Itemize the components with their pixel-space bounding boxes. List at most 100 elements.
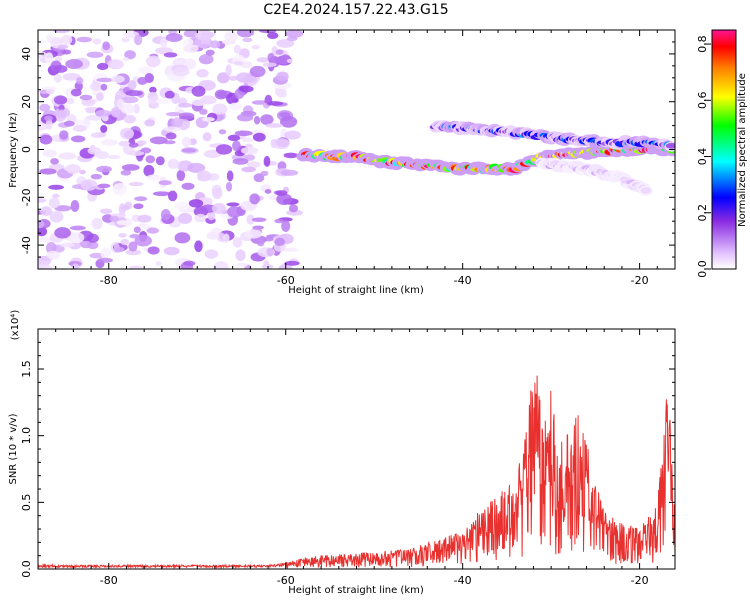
heatmap-noise-cell [70, 88, 82, 97]
y-tick-label: 1.0 [20, 427, 33, 445]
heatmap-noise-cell [281, 220, 291, 232]
heatmap-noise-cell [39, 168, 57, 175]
heatmap-noise-cell [128, 241, 138, 252]
heatmap-noise-cell [90, 173, 103, 180]
heatmap-noise-cell [113, 246, 125, 253]
heatmap-noise-cell [257, 239, 265, 247]
heatmap-noise-cell [148, 95, 161, 108]
heatmap-noise-cell [91, 217, 103, 230]
heatmap-noise-cell [48, 184, 65, 190]
heatmap-noise-cell [217, 72, 230, 84]
heatmap-noise-cell [100, 83, 108, 91]
heatmap-noise-cell [213, 261, 229, 269]
heatmap-noise-cell [194, 240, 203, 253]
heatmap-noise-cell [281, 247, 299, 252]
heatmap-noise-cell [183, 30, 199, 38]
snr-series-line [38, 375, 675, 569]
heatmap-noise-cell [260, 114, 274, 125]
heatmap-noise-cell [45, 118, 53, 130]
heatmap-noise-cell [249, 65, 266, 78]
heatmap-noise-cell [187, 162, 206, 173]
heatmap-noise-cell [121, 96, 139, 104]
heatmap-noise-cell [133, 203, 144, 210]
x-tick-label: -60 [277, 274, 295, 287]
heatmap-noise-cell [235, 72, 253, 83]
heatmap-noise-cell [92, 38, 102, 45]
heatmap-noise-cell [267, 31, 279, 39]
heatmap-noise-cell [156, 97, 171, 105]
heatmap-noise-cell [263, 260, 270, 268]
colorbar-tick-label: 0.0 [696, 260, 709, 278]
heatmap-noise-cell [81, 99, 96, 107]
heatmap-noise-cell [134, 234, 152, 247]
heatmap-noise-cell [149, 136, 168, 145]
heatmap-noise-cell [54, 73, 62, 83]
heatmap-noise-cell [125, 90, 143, 97]
heatmap-noise-cell [160, 37, 168, 48]
heatmap-noise-cell [214, 89, 227, 100]
heatmap-noise-cell [54, 227, 71, 239]
heatmap-noise-cell [38, 198, 47, 203]
heatmap-noise-cell [165, 33, 183, 42]
heatmap-noise-cell [288, 204, 299, 213]
heatmap-noise-cell [209, 40, 221, 49]
heatmap-noise-cell [172, 66, 190, 77]
heatmap-noise-cell [266, 101, 284, 106]
heatmap-noise-cell [97, 257, 114, 263]
heatmap-noise-cell [119, 127, 134, 140]
heatmap-noise-cell [279, 112, 291, 118]
heatmap-noise-cell [53, 95, 68, 105]
heatmap-noise-cell [121, 37, 130, 43]
heatmap-noise-cell [197, 170, 204, 181]
heatmap-noise-cell [143, 164, 155, 177]
heatmap-noise-cell [133, 103, 140, 114]
heatmap-noise-cell [86, 51, 104, 58]
heatmap-noise-cell [146, 227, 159, 234]
heatmap-noise-cell [264, 189, 272, 194]
heatmap-noise-cell [226, 170, 234, 182]
heatmap-noise-cell [70, 135, 86, 143]
heatmap-noise-cell [226, 202, 240, 207]
heatmap-noise-cell [163, 246, 180, 256]
heatmap-noise-cell [229, 75, 238, 81]
x-tick-label: -20 [631, 574, 649, 587]
heatmap-noise-cell [50, 158, 59, 165]
heatmap-noise-cell [138, 222, 147, 228]
snr-panel: -80 -60 -40 -200.00.51.01.5 SNR (10 * v/v) … [8, 310, 676, 596]
heatmap-noise-cell [145, 155, 156, 164]
heatmap-noise-cell [67, 232, 85, 244]
heatmap-noise-cell [121, 164, 140, 171]
x-tick-label: -20 [631, 274, 649, 287]
heatmap-noise-cell [286, 58, 293, 63]
heatmap-noise-cell [149, 86, 157, 94]
heatmap-noise-cell [59, 130, 69, 140]
heatmap-noise-cell [61, 34, 73, 45]
heatmap-noise-cell [163, 52, 178, 58]
heatmap-noise-cell [240, 146, 259, 155]
heatmap-noise-cell [200, 31, 216, 38]
heatmap-noise-cell [155, 156, 165, 166]
heatmap-noise-cell [100, 124, 108, 133]
heatmap-noise-cell [188, 199, 204, 208]
heatmap-noise-cell [228, 102, 243, 111]
y-tick-label: 0.5 [20, 494, 33, 512]
heatmap-noise-cell [45, 88, 55, 95]
heatmap-noise-cell [274, 218, 284, 224]
heatmap-noise-cell [171, 117, 184, 128]
heatmap-panel: -80 -60 -40 -20 -40 -20 0 20 40 Frequency (Hz) H… [8, 29, 676, 296]
heatmap-noise-cell [53, 30, 70, 34]
heatmap-noise-cell [122, 57, 130, 62]
heatmap-noise-cell [205, 49, 215, 56]
heatmap-noise-cell [267, 52, 275, 63]
heatmap-noise-cell [266, 247, 274, 257]
heatmap-noise-cell [251, 217, 267, 223]
y-tick-label: 0.0 [20, 560, 33, 578]
heatmap-noise-cell [191, 85, 206, 97]
heatmap-noise-cell [40, 206, 53, 217]
heatmap-noise-cell [183, 260, 196, 267]
heatmap-noise-cell [111, 75, 125, 84]
heatmap-noise-cell [128, 182, 144, 187]
heatmap-noise-cell [116, 220, 130, 226]
colorbar-tick-label: 0.6 [696, 92, 709, 110]
heatmap-noise-cell [63, 164, 81, 172]
